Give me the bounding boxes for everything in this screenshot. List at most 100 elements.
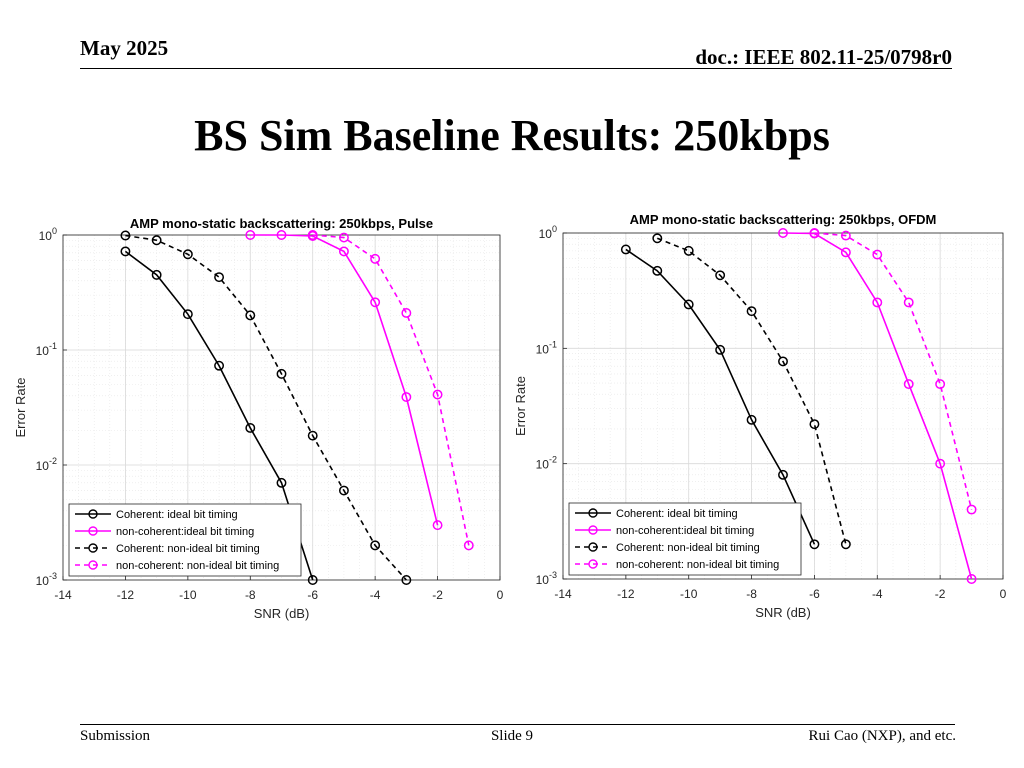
data-point: [120, 246, 131, 257]
legend-item: non-coherent:ideal bit timing: [575, 525, 754, 537]
y-tick-base: 10: [536, 342, 550, 356]
data-point: [370, 253, 381, 264]
y-tick-label: 100: [39, 226, 57, 243]
data-point: [370, 297, 381, 308]
legend-label: Coherent: ideal bit timing: [116, 509, 238, 521]
series-4: [809, 228, 977, 515]
series-line: [124, 250, 314, 581]
data-point: [872, 249, 883, 260]
y-tick-base: 10: [36, 574, 50, 588]
series-line: [250, 234, 439, 526]
chart-title: AMP mono-static backscattering: 250kbps,…: [630, 212, 937, 227]
data-point: [715, 270, 726, 281]
legend-marker: [588, 542, 598, 552]
data-point: [307, 230, 318, 240]
legend-marker: [88, 509, 98, 519]
y-axis-label: Error Rate: [13, 378, 28, 438]
data-point: [778, 469, 788, 480]
data-point: [683, 299, 694, 310]
data-point: [307, 575, 318, 585]
x-tick-label: -14: [54, 588, 72, 602]
footer-slide-number: Slide 9: [490, 728, 534, 744]
y-tick-base: 10: [536, 458, 550, 472]
legend-marker: [588, 508, 598, 518]
data-point: [182, 309, 193, 320]
y-tick-base: 10: [536, 573, 550, 587]
y-tick-exponent: -1: [549, 339, 557, 349]
data-point: [652, 265, 663, 276]
series-3: [120, 230, 412, 585]
data-point: [840, 230, 851, 241]
header-date: May 2025: [80, 36, 169, 60]
series-line: [625, 248, 816, 545]
data-point: [151, 269, 162, 280]
y-tick-exponent: -1: [49, 341, 57, 351]
data-point: [903, 379, 914, 390]
data-point: [401, 575, 412, 585]
x-tick-label: -10: [179, 588, 197, 602]
y-tick-base: 10: [36, 459, 50, 473]
data-point: [276, 230, 287, 240]
y-tick-label: 10-1: [36, 341, 57, 358]
x-tick-label: 0: [1000, 587, 1007, 601]
data-point: [214, 360, 225, 371]
data-point: [338, 485, 349, 496]
legend-marker: [588, 559, 598, 569]
legend-marker: [88, 526, 98, 536]
legend-item: Coherent: non-ideal bit timing: [575, 542, 760, 554]
y-tick-label: 10-3: [36, 571, 57, 588]
data-point: [370, 540, 381, 551]
x-tick-label: -4: [370, 588, 381, 602]
data-point: [809, 228, 820, 238]
data-point: [652, 233, 663, 244]
data-point: [214, 272, 225, 283]
data-point: [620, 244, 631, 255]
data-point: [872, 297, 883, 308]
series-3: [652, 233, 851, 550]
legend-item: non-coherent:ideal bit timing: [75, 526, 254, 538]
data-point: [778, 356, 788, 367]
x-tick-label: -6: [307, 588, 318, 602]
data-point: [276, 477, 287, 488]
legend-box: [568, 502, 802, 576]
y-tick-label: 10-3: [536, 570, 557, 587]
legend: Coherent: ideal bit timing non-coherent:i…: [568, 502, 802, 576]
data-point: [245, 230, 256, 240]
data-point: [809, 419, 820, 430]
legend-item: non-coherent: non-ideal bit timing: [575, 559, 779, 571]
y-tick-label: 10-1: [536, 339, 557, 356]
series-line: [312, 234, 470, 546]
slide-title: BS Sim Baseline Results: 250kbps: [194, 111, 830, 160]
legend-item: Coherent: non-ideal bit timing: [75, 543, 260, 555]
header-divider: [80, 68, 952, 69]
data-point: [746, 414, 757, 425]
legend-item: Coherent: ideal bit timing: [75, 509, 238, 521]
data-point: [809, 539, 820, 550]
y-tick-label: 10-2: [536, 455, 557, 472]
legend-label: non-coherent: non-ideal bit timing: [616, 559, 779, 571]
data-point: [151, 235, 162, 246]
y-tick-exponent: -3: [549, 570, 557, 580]
y-tick-exponent: -3: [49, 571, 57, 581]
legend-marker: [588, 525, 598, 535]
y-tick-exponent: -2: [549, 455, 557, 465]
series-line: [125, 234, 407, 581]
data-point: [338, 246, 349, 257]
data-point: [840, 539, 851, 550]
chart-title: AMP mono-static backscattering: 250kbps,…: [130, 216, 433, 231]
x-tick-label: -2: [935, 587, 946, 601]
y-tick-base: 10: [539, 227, 553, 241]
y-tick-exponent: 0: [52, 226, 57, 236]
y-tick-exponent: 0: [552, 224, 557, 234]
footer-submission: Submission: [80, 728, 151, 744]
data-point: [935, 458, 946, 469]
data-point: [276, 368, 287, 379]
x-tick-label: -6: [809, 587, 820, 601]
data-point: [245, 310, 256, 321]
data-point: [966, 574, 977, 584]
legend-label: Coherent: non-ideal bit timing: [616, 542, 760, 554]
y-tick-label: 100: [539, 224, 557, 241]
legend-marker: [88, 543, 98, 553]
legend-label: non-coherent:ideal bit timing: [116, 526, 254, 538]
